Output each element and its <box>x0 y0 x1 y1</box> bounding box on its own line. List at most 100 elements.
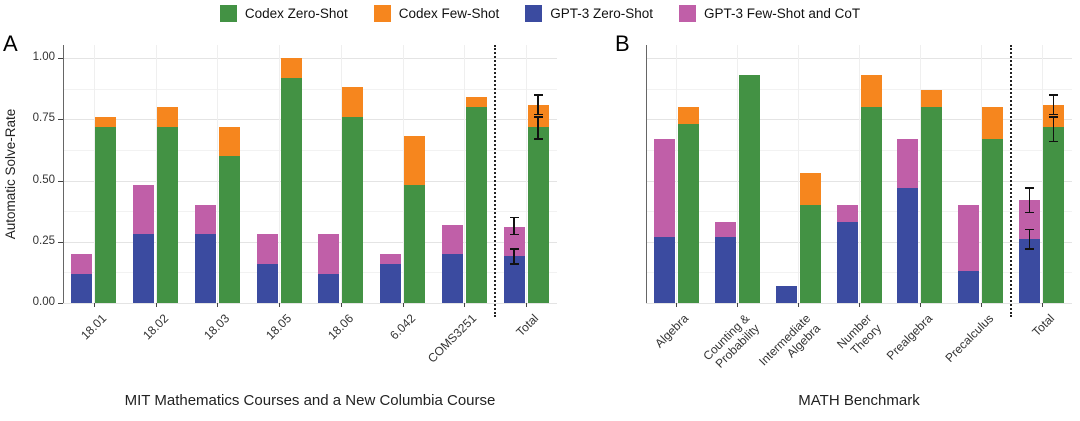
bar-gpt3-few-shot <box>503 227 525 257</box>
error-bar-cap-bottom <box>533 138 543 140</box>
bar-gpt3-few-shot <box>897 138 919 188</box>
gridline-vertical <box>859 45 860 303</box>
gridline-minor <box>63 88 557 90</box>
bar-gpt3-zero-shot <box>71 273 93 303</box>
error-bar-cap-bottom <box>1025 211 1035 214</box>
bar-gpt3-few-shot <box>714 222 736 237</box>
gridline-vertical <box>798 45 800 303</box>
x-tick-mark <box>93 303 95 307</box>
bar-codex-few-shot <box>342 87 364 117</box>
bar-gpt3-zero-shot <box>653 236 675 303</box>
x-tick-mark <box>859 303 860 307</box>
legend-label-gpt3-zero-shot: GPT-3 Zero-Shot <box>550 6 654 21</box>
y-tick-label: 0.50 <box>32 173 55 186</box>
panel-a-x-axis-title: MIT Mathematics Courses and a New Columb… <box>124 392 496 409</box>
bar-codex-zero-shot <box>465 107 487 303</box>
y-tick-label: 1.00 <box>32 51 55 63</box>
y-tick-label: 0.75 <box>32 112 55 125</box>
gridline-vertical <box>464 45 466 303</box>
gridline-major <box>63 241 557 243</box>
gridline-vertical <box>980 45 982 303</box>
error-bar-line <box>537 116 539 139</box>
gridline-vertical <box>217 45 219 303</box>
error-bar-cap-top <box>1025 187 1035 189</box>
bar-codex-zero-shot <box>527 126 549 303</box>
total-separator-line <box>494 45 497 317</box>
error-bar-line <box>1028 229 1031 250</box>
x-tick-mark <box>980 303 982 307</box>
bar-gpt3-zero-shot <box>256 263 278 303</box>
bar-gpt3-zero-shot <box>503 256 525 303</box>
bar-gpt3-zero-shot <box>1019 239 1041 303</box>
x-tick-mark <box>526 303 528 307</box>
bar-codex-few-shot <box>799 173 821 205</box>
x-tick-mark <box>217 303 219 307</box>
legend-item-gpt3-zero-shot: GPT-3 Zero-Shot <box>525 5 653 22</box>
legend-label-codex-zero-shot: Codex Zero-Shot <box>244 6 348 21</box>
bar-codex-few-shot <box>677 107 699 125</box>
error-bar-line <box>1052 116 1055 142</box>
gridline-vertical <box>93 45 95 303</box>
bar-codex-few-shot <box>218 126 240 156</box>
y-tick-mark <box>58 303 63 304</box>
bar-gpt3-zero-shot <box>194 234 216 303</box>
panel-a-letter: A <box>3 31 18 56</box>
x-tick-mark <box>155 303 157 307</box>
bar-codex-zero-shot <box>218 156 240 303</box>
error-bar-line <box>537 94 539 115</box>
error-bar-cap-top <box>533 94 543 96</box>
bar-codex-zero-shot <box>982 138 1004 303</box>
bar-gpt3-zero-shot <box>318 273 340 303</box>
bar-codex-few-shot <box>982 107 1004 139</box>
bar-gpt3-zero-shot <box>133 234 155 303</box>
bar-codex-zero-shot <box>342 116 364 303</box>
gridline-minor <box>63 272 557 274</box>
gridline-vertical <box>1041 45 1043 303</box>
legend-label-gpt3-few-shot-cot: GPT-3 Few-Shot and CoT <box>704 6 861 21</box>
error-bar-cap-top <box>533 116 543 118</box>
error-bar-line <box>513 249 515 264</box>
error-bar-cap-bottom <box>533 113 543 116</box>
x-tick-mark <box>1041 303 1043 307</box>
y-tick-label: 0.25 <box>32 234 55 247</box>
bar-gpt3-few-shot <box>133 185 155 235</box>
gridline-vertical <box>155 45 157 303</box>
x-tick-mark <box>340 303 342 307</box>
error-bar-cap-bottom <box>1049 140 1059 143</box>
x-tick-mark <box>402 303 404 307</box>
bar-codex-few-shot <box>404 136 426 186</box>
bar-codex-few-shot <box>157 107 179 127</box>
error-bar-cap-top <box>1049 116 1059 118</box>
y-axis-line <box>646 45 647 303</box>
y-tick-mark <box>58 241 63 243</box>
gridline-vertical <box>402 45 404 303</box>
gridline-major <box>63 303 557 304</box>
bar-codex-zero-shot <box>157 126 179 303</box>
bar-gpt3-zero-shot <box>897 187 919 303</box>
bar-gpt3-few-shot <box>836 205 858 223</box>
bar-gpt3-few-shot <box>71 254 93 274</box>
error-bar-cap-top <box>509 248 519 250</box>
gridline-vertical <box>526 45 528 303</box>
error-bar-line <box>1052 94 1055 115</box>
bar-gpt3-zero-shot <box>714 236 736 303</box>
panel-b-x-axis-title: MATH Benchmark <box>798 392 920 409</box>
gridline-vertical <box>737 45 739 303</box>
bar-gpt3-zero-shot <box>836 222 858 303</box>
bar-gpt3-few-shot <box>256 234 278 264</box>
bar-codex-zero-shot <box>1043 126 1065 303</box>
panel-b-letter: B <box>615 31 630 56</box>
error-bar-cap-top <box>1025 228 1035 231</box>
error-bar-cap-bottom <box>1049 113 1059 116</box>
gridline-minor <box>63 211 557 213</box>
y-tick-mark <box>58 58 63 59</box>
bar-gpt3-few-shot <box>958 205 980 272</box>
legend-swatch-gpt3-few-shot-cot <box>679 5 697 22</box>
bar-codex-few-shot <box>1043 104 1065 127</box>
x-tick-mark <box>737 303 739 307</box>
y-tick-label: 0.00 <box>32 296 55 308</box>
error-bar-line <box>1028 187 1031 213</box>
gridline-vertical <box>676 45 678 303</box>
bar-codex-few-shot <box>95 116 117 127</box>
